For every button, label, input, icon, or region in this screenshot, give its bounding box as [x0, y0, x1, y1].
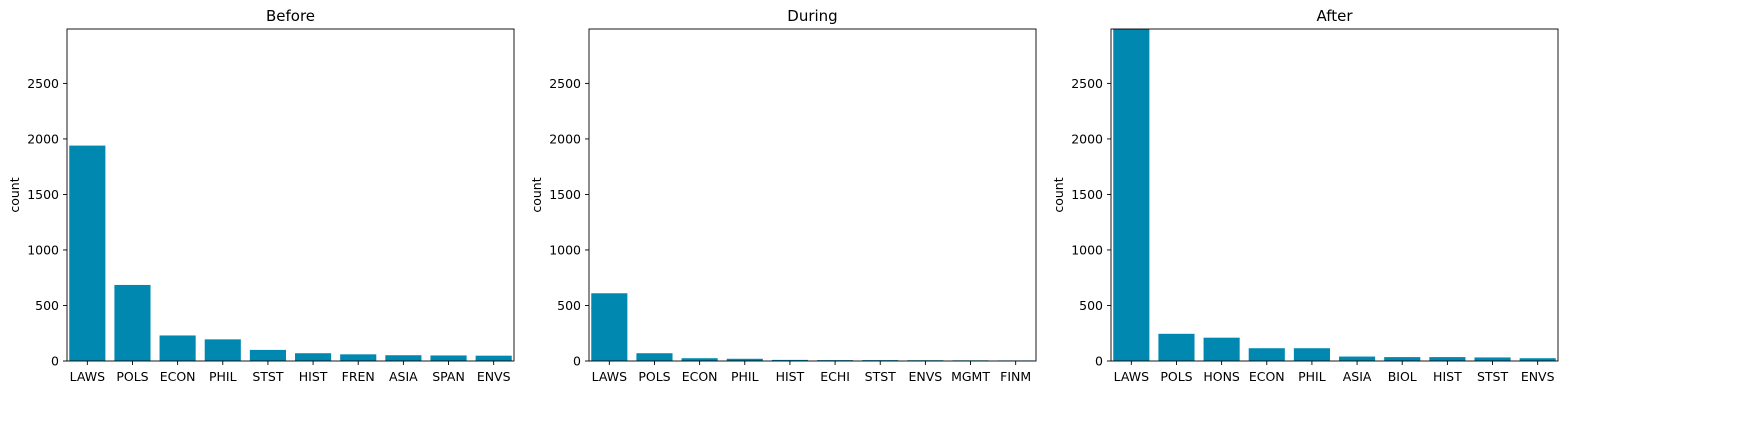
chart-title: Before [266, 7, 315, 25]
y-tick-label: 2500 [27, 76, 59, 91]
x-tick-label: PHIL [731, 369, 759, 384]
x-tick-label: LAWS [70, 369, 105, 384]
y-tick-label: 1500 [549, 187, 581, 202]
bar-hist [1429, 357, 1466, 361]
bar-laws [591, 293, 628, 361]
y-tick-label: 1000 [1071, 242, 1103, 257]
bar-econ [1248, 348, 1285, 361]
bar-laws [69, 145, 106, 361]
plot-frame [588, 28, 1037, 362]
y-tick-label: 2500 [549, 76, 581, 91]
x-tick-label: POLS [638, 369, 670, 384]
y-tick-label: 0 [1095, 354, 1103, 369]
x-tick-label: ECON [682, 369, 718, 384]
x-tick-label: LAWS [592, 369, 627, 384]
x-tick-label: ENVS [477, 369, 511, 384]
x-tick-label: HONS [1203, 369, 1240, 384]
chart-panel-during: LAWS POLS ECON PHIL HIST ECHI STST ENVS MGMT FINM… [529, 7, 1037, 384]
y-axis-label: count [529, 177, 544, 212]
x-tick-label: ASIA [1343, 369, 1372, 384]
x-tick-label: SPAN [432, 369, 465, 384]
bar-econ [681, 358, 718, 361]
y-tick-label: 500 [35, 298, 59, 313]
chart-panel-after: LAWS POLS HONS ECON PHIL ASIA BIOL HIST STST ENVS… [1051, 7, 1559, 384]
y-axis-label: count [7, 177, 22, 212]
y-tick-label: 1500 [1071, 187, 1103, 202]
bar-span [430, 355, 467, 361]
plot-frame [66, 28, 515, 362]
x-tick-label: ENVS [909, 369, 943, 384]
bar-envs [475, 355, 512, 361]
y-tick-label: 500 [557, 298, 581, 313]
bar-pols [114, 284, 151, 361]
y-tick-label: 1000 [27, 242, 59, 257]
bar-fren [340, 354, 377, 361]
bar-hist [295, 353, 332, 361]
x-tick-label: STST [865, 369, 897, 384]
bar-laws [1113, 29, 1150, 361]
chart-panel-before: LAWS POLS ECON PHIL STST HIST FREN ASIA SPAN ENVS… [7, 7, 515, 384]
x-tick-label: PHIL [209, 369, 237, 384]
bar-hons [1203, 337, 1240, 361]
x-tick-label: ECON [1249, 369, 1285, 384]
y-tick-label: 1500 [27, 187, 59, 202]
x-tick-label: POLS [1160, 369, 1192, 384]
x-tick-label: PHIL [1298, 369, 1326, 384]
x-tick-label: HIST [299, 369, 328, 384]
bar-stst [1474, 357, 1511, 361]
y-tick-label: 2000 [27, 131, 59, 146]
y-tick-label: 0 [573, 354, 581, 369]
y-tick-label: 1000 [549, 242, 581, 257]
x-tick-label: STST [1477, 369, 1509, 384]
x-tick-label: STST [252, 369, 284, 384]
x-tick-label: ENVS [1521, 369, 1555, 384]
bar-pols [1158, 333, 1195, 361]
chart-title: After [1316, 7, 1353, 25]
x-tick-label: LAWS [1114, 369, 1149, 384]
x-tick-label: BIOL [1388, 369, 1417, 384]
x-tick-label: HIST [776, 369, 805, 384]
chart-title: During [787, 7, 837, 25]
bar-phil [1293, 348, 1330, 361]
y-tick-label: 2000 [1071, 131, 1103, 146]
bar-phil [726, 358, 763, 361]
x-tick-label: MGMT [951, 369, 990, 384]
bar-biol [1384, 357, 1421, 361]
x-tick-label: ECON [160, 369, 196, 384]
plot-frame [1110, 28, 1559, 362]
bar-pols [636, 353, 673, 361]
bar-asia [1339, 356, 1376, 361]
x-tick-label: FREN [342, 369, 375, 384]
x-tick-label: ECHI [820, 369, 850, 384]
x-tick-label: FINM [1000, 369, 1031, 384]
y-tick-label: 2000 [549, 131, 581, 146]
x-tick-label: POLS [116, 369, 148, 384]
bar-asia [385, 355, 422, 361]
x-tick-label: ASIA [389, 369, 418, 384]
y-tick-label: 2500 [1071, 76, 1103, 91]
bar-phil [204, 339, 241, 361]
bar-envs [1519, 358, 1556, 361]
bar-econ [159, 335, 196, 361]
bar-stst [249, 349, 286, 361]
y-axis-label: count [1051, 177, 1066, 212]
y-tick-label: 500 [1079, 298, 1103, 313]
y-tick-label: 0 [51, 354, 59, 369]
x-tick-label: HIST [1433, 369, 1462, 384]
bar-hist [771, 359, 808, 361]
